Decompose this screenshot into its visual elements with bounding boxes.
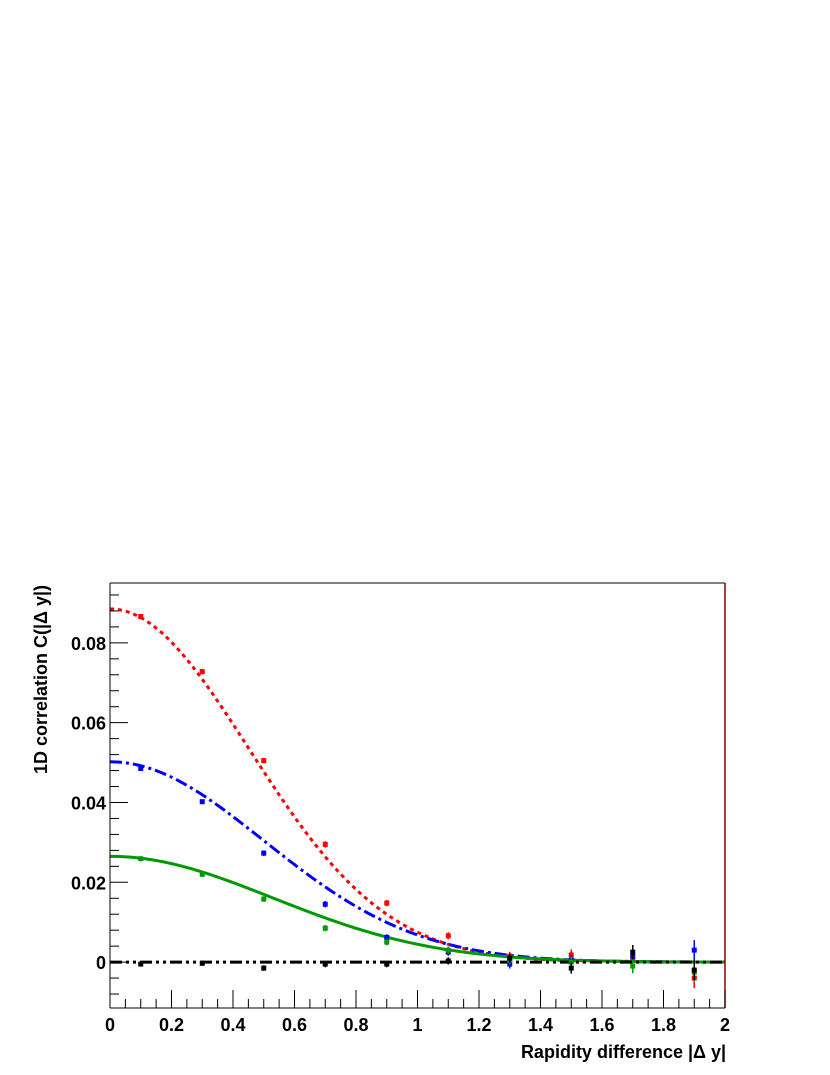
data-point-s3-2 — [261, 965, 267, 971]
data-point-s3-9 — [691, 967, 697, 973]
x-tick-label-7: 1.4 — [528, 1015, 553, 1035]
data-point-s3-6 — [507, 955, 513, 961]
x-tick-label-4: 0.8 — [343, 1015, 368, 1035]
data-point-s0-2 — [261, 758, 267, 764]
data-point-s2-4 — [384, 939, 390, 945]
x-tick-label-6: 1.2 — [466, 1015, 491, 1035]
data-point-s1-3 — [322, 901, 328, 907]
fit-curves — [109, 607, 725, 964]
y-tick-label-4: 0.08 — [71, 634, 106, 654]
data-point-s2-5 — [445, 947, 451, 953]
x-tick-label-9: 1.8 — [651, 1015, 676, 1035]
data-point-s2-3 — [322, 925, 328, 931]
data-point-s1-2 — [261, 850, 267, 856]
data-point-s2-0 — [138, 856, 144, 862]
data-point-s3-0 — [138, 961, 144, 967]
x-tick-label-2: 0.4 — [220, 1015, 245, 1035]
x-axis-label: Rapidity difference |Δ y| — [521, 1042, 726, 1062]
y-tick-label-1: 0.02 — [71, 873, 106, 893]
data-point-s1-1 — [199, 799, 205, 805]
data-point-s3-8 — [630, 949, 636, 955]
y-tick-label-0: 0 — [96, 953, 106, 973]
data-point-s3-5 — [445, 958, 451, 964]
data-points — [138, 614, 697, 989]
x-tick-label-1: 0.2 — [159, 1015, 184, 1035]
data-point-s2-2 — [261, 896, 267, 902]
data-point-s1-9 — [691, 947, 697, 953]
x-tick-label-3: 0.6 — [282, 1015, 307, 1035]
data-point-s0-0 — [138, 614, 144, 620]
data-point-s1-4 — [384, 934, 390, 940]
data-point-s0-4 — [384, 900, 390, 906]
tick-labels: 0 0.2 0.4 0.6 0.8 1 1.2 1.4 1.6 1.8 2 0 0.02 0.04 0.06… — [71, 634, 730, 1035]
data-point-s0-3 — [322, 841, 328, 847]
data-point-s3-4 — [384, 961, 390, 967]
fit-curve-0 — [109, 607, 725, 964]
data-point-s2-8 — [630, 963, 636, 969]
data-point-s1-0 — [138, 766, 144, 772]
y-axis-label: 1D correlation C(|Δ y|) — [31, 585, 51, 774]
data-point-s3-7 — [568, 965, 574, 971]
x-tick-label-8: 1.6 — [589, 1015, 614, 1035]
x-tick-label-10: 2 — [720, 1015, 730, 1035]
y-tick-label-2: 0.04 — [71, 793, 106, 813]
x-tick-label-5: 1 — [412, 1015, 422, 1035]
data-point-s3-3 — [322, 961, 328, 967]
data-point-s2-7 — [568, 959, 574, 965]
data-point-s3-1 — [199, 960, 205, 966]
axis-ticks — [109, 594, 726, 1008]
data-point-s2-1 — [199, 871, 205, 877]
y-tick-label-3: 0.06 — [71, 714, 106, 734]
x-tick-label-0: 0 — [105, 1015, 115, 1035]
data-point-s0-5 — [445, 933, 451, 939]
data-point-s0-1 — [199, 669, 205, 675]
